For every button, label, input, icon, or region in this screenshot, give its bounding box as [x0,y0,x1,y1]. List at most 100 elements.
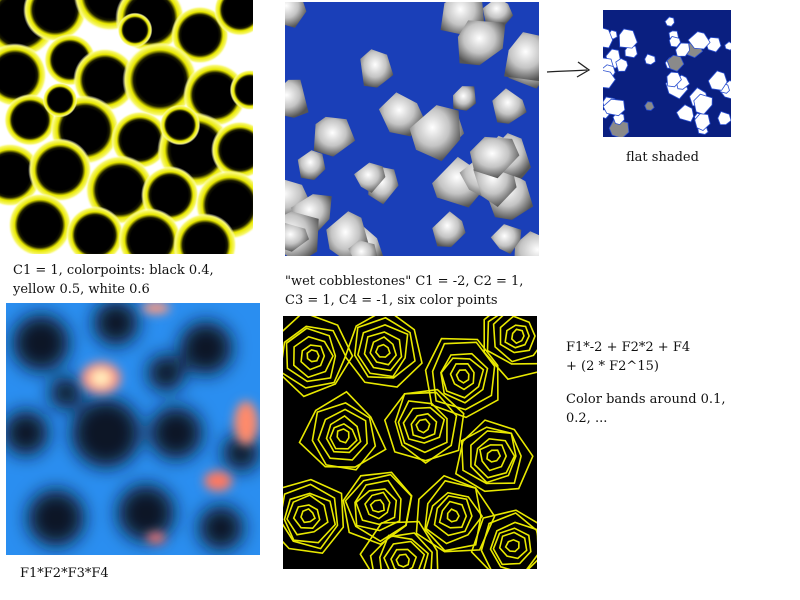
stone-shape [354,162,386,193]
product-heatmap-image [6,303,260,555]
color-band [402,406,446,444]
caption-line: C1 = 1, colorpoints: black 0.4, [13,263,214,278]
color-band [317,408,368,461]
color-band [438,500,468,529]
cell-shape [8,193,72,254]
stone-shape [457,20,506,66]
stone-shape [378,92,424,137]
color-band [504,538,520,553]
stone-shape [469,136,520,179]
color-band [486,449,502,463]
color-band [383,388,465,462]
flat-cell-shape [707,70,728,91]
dark-spot [223,435,259,471]
flat-shaded-caption: flat shaded [626,148,699,167]
hot-spot [234,401,258,445]
color-band [395,553,410,568]
color-band [449,362,475,391]
product-caption: F1*F2*F3*F4 [20,564,109,583]
color-band [440,357,485,399]
color-band [454,419,534,493]
color-band [285,327,337,383]
cell-shape [229,69,253,111]
color-band [480,512,537,569]
cell-shape [0,43,47,107]
color-band [492,316,537,363]
cell-shape [211,121,253,179]
stone-shape [482,2,514,26]
color-band [369,499,385,513]
color-band [415,418,431,434]
color-band [424,479,482,552]
color-band [353,316,416,379]
color-band [298,390,387,468]
cell-shape [42,82,78,118]
flat-cell-shape [666,71,682,88]
dark-spot [28,490,84,546]
stone-shape [285,222,309,252]
color-band [354,479,402,532]
flat-cell-shape [694,113,711,131]
dark-spot [148,355,184,391]
cell-shape [171,6,229,64]
caption-line: 0.2, ... [566,411,608,426]
dark-spot [199,506,243,550]
cell-shape [213,0,253,37]
stone-shape [504,32,539,82]
flat-cell-shape [624,44,638,59]
cell-shape [173,213,237,254]
flat-cell-shape [724,41,731,51]
stone-shape [492,88,527,124]
color-band [470,509,537,569]
color-band [363,331,403,372]
color-band [344,473,413,543]
flat-cell-shape [687,31,711,50]
color-band [486,316,537,365]
caption-line: Color bands around 0.1, [566,392,726,407]
cell-shape [23,0,87,42]
flat-cell-shape [608,118,630,137]
color-band [283,492,337,544]
color-band [431,341,496,411]
hot-spot [204,471,232,491]
flat-cell-shape [603,27,614,49]
dark-spot [94,303,138,345]
color-band [410,412,438,440]
flat-cell-shape [644,101,655,111]
color-band [311,402,377,471]
cell-shape [28,138,92,202]
flat-cell-shape [676,104,695,123]
flat-cell-shape [615,58,629,72]
flat-cell-shape [612,112,625,126]
color-band [478,444,508,472]
color-band [357,324,409,378]
caption-line: F1*F2*F3*F4 [20,566,109,581]
stone-shape [490,224,522,254]
color-band [440,352,489,404]
flat-cell-shape [603,98,626,117]
color-band [369,532,433,569]
caption-line: + (2 * F2^15) [566,359,659,374]
color-band [300,344,326,371]
color-band [510,328,525,345]
color-band [460,426,522,485]
color-band [283,316,354,398]
color-band [415,474,496,553]
color-band [329,422,358,450]
color-band [344,316,423,388]
dark-spot [13,315,69,371]
color-band [359,520,439,569]
color-band [286,494,329,536]
wet-cobblestones-image [285,2,539,256]
color-band [325,415,362,454]
color-band [498,531,528,560]
color-band [292,335,334,379]
color-band [455,369,470,384]
dark-spot [6,411,48,455]
dark-spot [72,399,140,467]
stone-shape [409,105,461,162]
stone-shape [348,240,378,256]
color-band [499,316,536,354]
cell-shape [117,12,153,48]
color-band [283,325,347,389]
